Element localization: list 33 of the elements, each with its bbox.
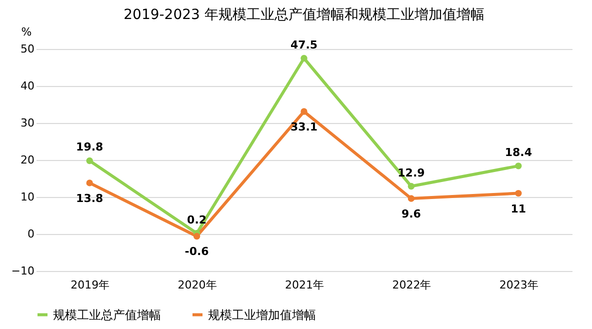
point [408,195,415,202]
x-tick-label: 2019年 [70,278,110,292]
x-tick-label: 2022年 [392,278,432,292]
y-tick-label: 30 [20,116,34,130]
y-tick-label: 50 [20,42,34,56]
chart-title: 2019-2023 年规模工业总产值增幅和规模工业增加值增幅 [124,7,484,23]
data-label: 18.4 [504,146,532,159]
x-tick-label: 2021年 [285,278,324,292]
point [86,180,93,186]
point [408,182,415,190]
data-label: 13.8 [76,192,104,205]
y-axis-title: % [21,26,32,38]
data-label: 11 [510,202,526,216]
point [515,190,522,197]
data-label: 19.8 [76,140,104,154]
data-label: 47.5 [290,38,318,52]
data-label: 9.6 [401,207,422,220]
x-tick-label: 2023年 [499,278,538,292]
y-tick-label: 0 [28,228,34,240]
point [86,157,93,164]
legend-label: 规模工业增加值增幅 [208,308,316,322]
point [300,54,308,62]
y-tick-label: −10 [11,264,34,278]
point [193,232,200,240]
y-tick-label: 20 [20,154,34,166]
data-label: -0.6 [184,245,210,258]
y-tick-label: 10 [20,190,34,204]
point [515,162,522,170]
legend-label: 规模工业总产值增幅 [53,308,161,322]
y-tick-label: 40 [20,80,34,92]
point [300,108,308,115]
x-tick-label: 2020年 [178,278,217,292]
data-label: 33.1 [290,120,318,134]
